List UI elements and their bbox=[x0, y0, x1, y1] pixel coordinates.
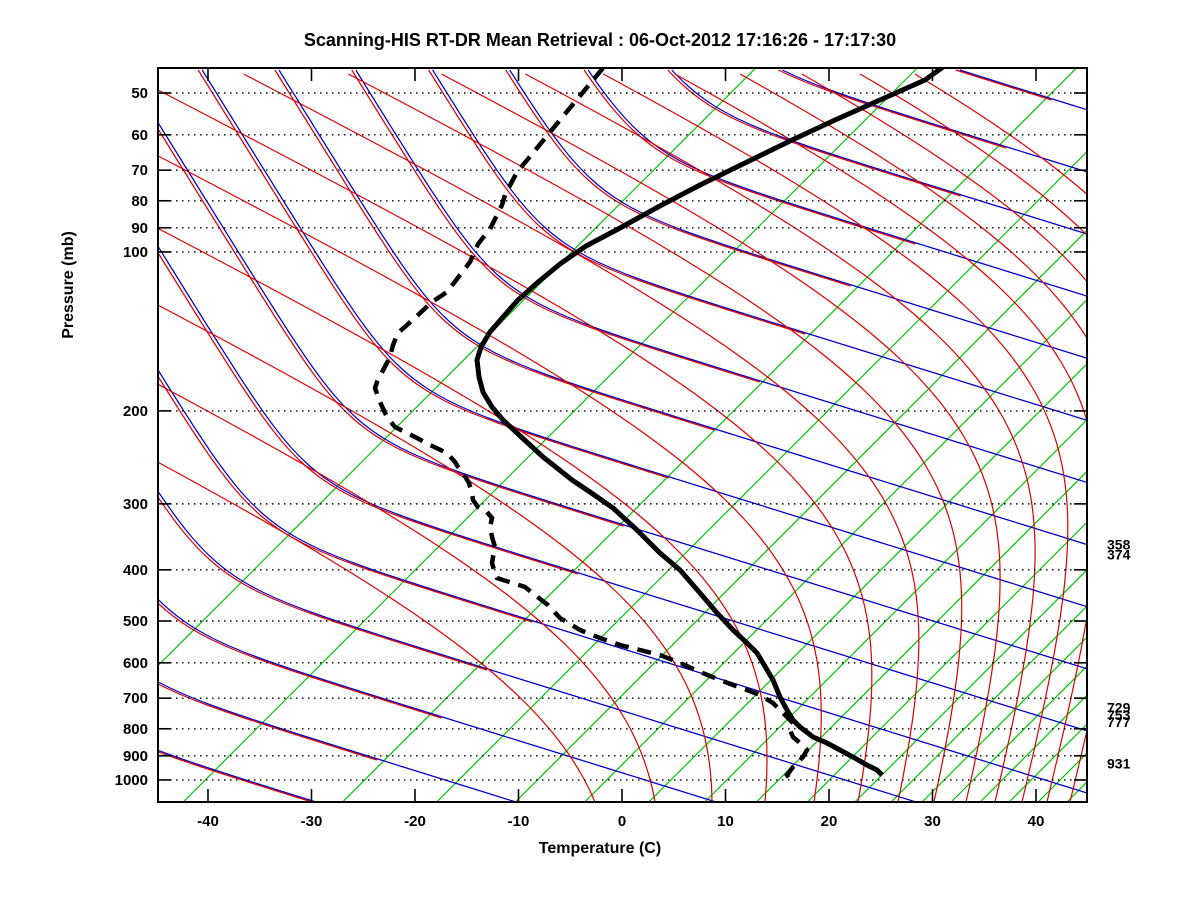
pressure-tick-label: 300 bbox=[123, 496, 148, 513]
pressure-annotation: 729 bbox=[1107, 699, 1131, 715]
pressure-tick-label: 800 bbox=[123, 721, 148, 738]
temperature-tick-label: -10 bbox=[508, 813, 530, 830]
pressure-tick-label: 80 bbox=[131, 193, 148, 210]
x-axis-label: Temperature (C) bbox=[538, 840, 662, 857]
pressure-tick-label: 1000 bbox=[115, 772, 148, 789]
chart-title: Scanning-HIS RT-DR Mean Retrieval : 06-O… bbox=[303, 30, 897, 50]
pressure-annotation: 374 bbox=[1107, 546, 1131, 562]
temperature-tick-label: 10 bbox=[717, 813, 734, 830]
pressure-tick-label: 600 bbox=[123, 655, 148, 672]
pressure-tick-label: 700 bbox=[123, 690, 148, 707]
pressure-tick-label: 50 bbox=[131, 85, 148, 102]
pressure-annotation: 753 bbox=[1107, 707, 1131, 723]
temperature-tick-label: 40 bbox=[1028, 813, 1045, 830]
pressure-annotation: 777 bbox=[1107, 714, 1131, 730]
temperature-tick-label: -20 bbox=[404, 813, 426, 830]
pressure-annotation: 931 bbox=[1107, 756, 1131, 772]
pressure-tick-label: 200 bbox=[123, 403, 148, 420]
pressure-tick-label: 900 bbox=[123, 748, 148, 765]
pressure-tick-label: 70 bbox=[131, 162, 148, 179]
temperature-tick-label: -40 bbox=[197, 813, 219, 830]
temperature-tick-label: 20 bbox=[821, 813, 838, 830]
pressure-tick-label: 400 bbox=[123, 562, 148, 579]
plot-area bbox=[158, 68, 1087, 802]
pressure-annotation: 358 bbox=[1107, 536, 1131, 552]
pressure-tick-label: 500 bbox=[123, 613, 148, 630]
temperature-tick-label: 0 bbox=[618, 813, 626, 830]
pressure-tick-label: 100 bbox=[123, 244, 148, 261]
pressure-tick-label: 90 bbox=[131, 220, 148, 237]
pressure-tick-label: 60 bbox=[131, 127, 148, 144]
temperature-tick-label: 30 bbox=[924, 813, 941, 830]
temperature-tick-label: -30 bbox=[301, 813, 323, 830]
